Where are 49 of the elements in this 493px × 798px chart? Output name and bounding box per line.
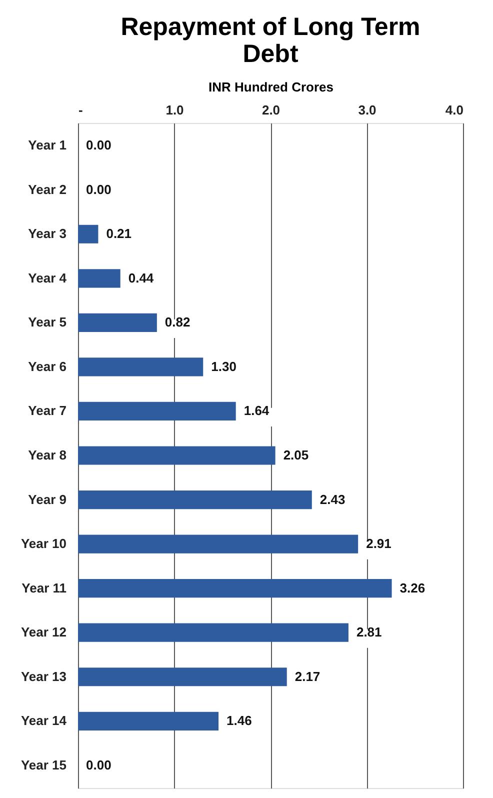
bar	[78, 534, 358, 554]
y-tick-label: Year 2	[28, 182, 66, 197]
y-tick-label: Year 1	[28, 138, 66, 153]
bar	[78, 269, 120, 288]
y-tick-label: Year 4	[28, 270, 68, 286]
bar	[78, 402, 236, 421]
y-tick-label: Year 8	[28, 448, 66, 462]
bar	[78, 668, 287, 686]
y-tick-label: Year 13	[20, 668, 66, 684]
data-label: 2.91	[366, 536, 392, 552]
bar	[78, 623, 348, 642]
data-label: 0.21	[106, 226, 132, 242]
x-tick-label: 3.0	[358, 102, 376, 118]
bar	[78, 224, 98, 244]
y-tick-label: Year 6	[28, 358, 66, 374]
data-label: 0.00	[86, 138, 112, 153]
bar	[78, 490, 312, 510]
x-tick-label: 1.0	[166, 102, 184, 118]
data-label: 0.44	[128, 270, 154, 286]
data-label: 1.46	[226, 713, 252, 728]
bar	[78, 313, 157, 332]
y-tick-label: Year 5	[28, 314, 66, 330]
y-tick-label: Year 7	[28, 403, 66, 418]
data-label: 3.26	[400, 580, 426, 596]
data-label: 0.00	[86, 757, 112, 772]
data-label: 1.30	[211, 358, 236, 374]
data-label: 0.00	[86, 182, 112, 197]
data-label: 2.43	[320, 492, 346, 507]
y-tick-label: Year 12	[20, 624, 66, 640]
x-tick-label: 4.0	[445, 102, 464, 118]
y-tick-label: Year 10	[20, 536, 66, 552]
data-label: 2.05	[283, 448, 309, 462]
y-tick-label: Year 9	[28, 492, 66, 507]
y-tick-label: Year 3	[28, 226, 66, 242]
data-label: 1.64	[244, 403, 270, 418]
data-label: 0.82	[164, 314, 190, 330]
x-axis-title: INR Hundred Crores	[208, 80, 334, 94]
chart-title: Repayment of Long Term Debt	[120, 13, 420, 68]
bar	[78, 446, 276, 465]
y-tick-label: Year 14	[20, 713, 68, 728]
y-tick-label: Year 15	[20, 757, 66, 772]
bar	[78, 579, 392, 598]
y-tick-label: Year 11	[22, 580, 66, 596]
data-label: 2.17	[294, 668, 320, 684]
x-tick-label: 2.0	[262, 102, 280, 118]
data-label: 2.81	[356, 624, 382, 640]
bar	[78, 358, 204, 376]
x-tick-label: -	[78, 102, 83, 118]
bar	[78, 712, 219, 730]
